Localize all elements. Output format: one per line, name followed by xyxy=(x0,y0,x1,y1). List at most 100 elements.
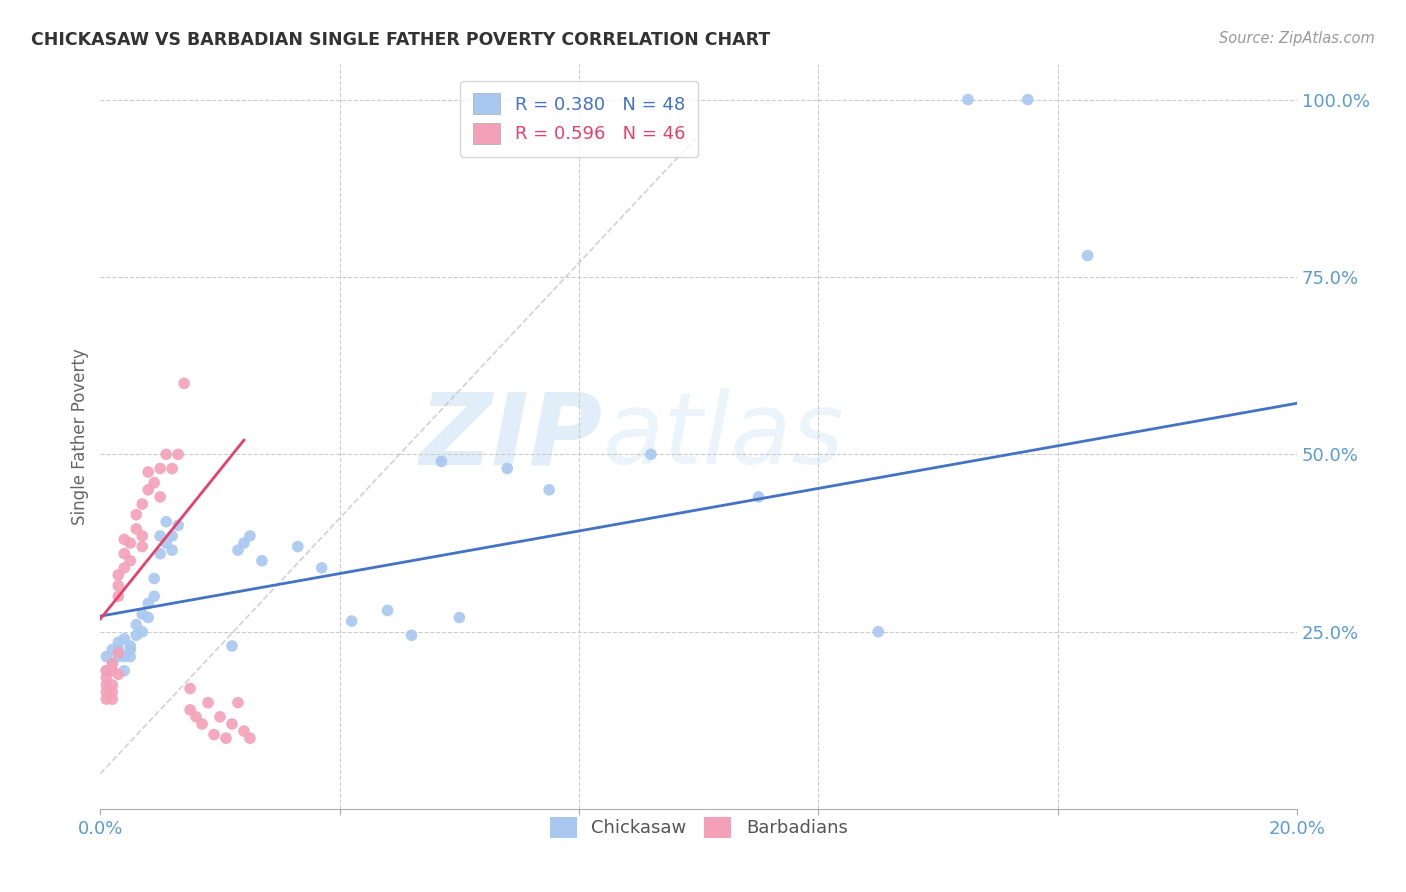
Point xyxy=(149,547,172,561)
Point xyxy=(143,475,166,490)
Point xyxy=(136,610,159,624)
Point xyxy=(125,508,148,522)
Point xyxy=(107,667,129,681)
Point xyxy=(96,678,118,692)
Point xyxy=(101,642,124,657)
Point xyxy=(107,635,129,649)
Point xyxy=(149,461,172,475)
Point xyxy=(173,376,195,391)
Point xyxy=(233,536,256,550)
Point xyxy=(160,529,183,543)
Point xyxy=(131,607,153,621)
Point xyxy=(143,589,166,603)
Legend: Chickasaw, Barbadians: Chickasaw, Barbadians xyxy=(543,810,855,845)
Point xyxy=(197,696,219,710)
Point xyxy=(311,561,333,575)
Point xyxy=(136,465,159,479)
Point xyxy=(287,540,309,554)
Y-axis label: Single Father Poverty: Single Father Poverty xyxy=(72,348,89,525)
Point xyxy=(215,731,238,746)
Point xyxy=(226,696,249,710)
Point xyxy=(179,681,201,696)
Point xyxy=(131,624,153,639)
Point xyxy=(96,692,118,706)
Point xyxy=(496,461,519,475)
Point xyxy=(449,610,471,624)
Text: atlas: atlas xyxy=(603,388,845,485)
Point xyxy=(101,678,124,692)
Point xyxy=(155,447,177,461)
Point xyxy=(149,529,172,543)
Point xyxy=(96,649,118,664)
Point xyxy=(120,642,142,657)
Point xyxy=(956,93,979,107)
Point xyxy=(131,540,153,554)
Text: Source: ZipAtlas.com: Source: ZipAtlas.com xyxy=(1219,31,1375,46)
Point xyxy=(221,717,243,731)
Point xyxy=(101,685,124,699)
Point xyxy=(107,646,129,660)
Point xyxy=(226,543,249,558)
Point xyxy=(160,461,183,475)
Text: ZIP: ZIP xyxy=(420,388,603,485)
Point xyxy=(1017,93,1039,107)
Point xyxy=(377,603,399,617)
Point xyxy=(125,522,148,536)
Point xyxy=(107,568,129,582)
Point xyxy=(107,579,129,593)
Point xyxy=(167,447,190,461)
Point xyxy=(107,589,129,603)
Point xyxy=(747,490,769,504)
Point xyxy=(239,731,262,746)
Point xyxy=(125,617,148,632)
Text: CHICKASAW VS BARBADIAN SINGLE FATHER POVERTY CORRELATION CHART: CHICKASAW VS BARBADIAN SINGLE FATHER POV… xyxy=(31,31,770,49)
Point xyxy=(143,572,166,586)
Point xyxy=(538,483,561,497)
Point xyxy=(202,728,225,742)
Point xyxy=(96,685,118,699)
Point xyxy=(120,649,142,664)
Point xyxy=(239,529,262,543)
Point xyxy=(155,536,177,550)
Point xyxy=(96,671,118,685)
Point xyxy=(1077,249,1099,263)
Point xyxy=(120,536,142,550)
Point xyxy=(112,649,135,664)
Point xyxy=(233,724,256,739)
Point xyxy=(131,497,153,511)
Point xyxy=(101,657,124,671)
Point xyxy=(107,642,129,657)
Point xyxy=(179,703,201,717)
Point xyxy=(160,543,183,558)
Point xyxy=(221,639,243,653)
Point xyxy=(340,614,363,628)
Point xyxy=(131,529,153,543)
Point xyxy=(868,624,890,639)
Point xyxy=(250,554,273,568)
Point xyxy=(208,710,231,724)
Point xyxy=(120,554,142,568)
Point xyxy=(430,454,453,468)
Point xyxy=(107,649,129,664)
Point xyxy=(136,483,159,497)
Point xyxy=(149,490,172,504)
Point xyxy=(96,664,118,678)
Point xyxy=(155,515,177,529)
Point xyxy=(112,664,135,678)
Point xyxy=(112,547,135,561)
Point xyxy=(112,561,135,575)
Point xyxy=(640,447,662,461)
Point xyxy=(184,710,207,724)
Point xyxy=(401,628,423,642)
Point xyxy=(125,628,148,642)
Point xyxy=(112,533,135,547)
Point xyxy=(167,518,190,533)
Point xyxy=(101,664,124,678)
Point xyxy=(136,596,159,610)
Point xyxy=(191,717,214,731)
Point xyxy=(96,664,118,678)
Point xyxy=(112,632,135,646)
Point xyxy=(120,639,142,653)
Point xyxy=(101,692,124,706)
Point xyxy=(101,657,124,671)
